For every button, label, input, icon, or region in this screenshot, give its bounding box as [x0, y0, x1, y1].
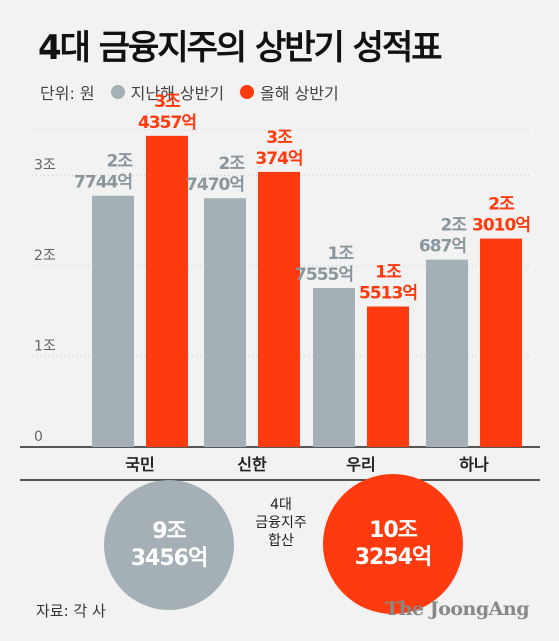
data-label: 5513억: [359, 283, 417, 303]
data-label: 1조: [375, 262, 402, 282]
data-label: 7555억: [295, 265, 353, 285]
data-label: 3조: [154, 92, 181, 112]
legend: 단위: 원 지난해 상반기 올해 상반기: [40, 80, 339, 104]
source-note: 자료: 각 사: [36, 602, 106, 620]
data-label: 2조: [441, 216, 468, 236]
total-this-year-line2: 3254억: [354, 545, 432, 570]
unit-label: 단위: 원: [40, 84, 95, 103]
bar: [313, 288, 355, 447]
bar: [258, 171, 300, 447]
data-label: 374억: [255, 149, 302, 169]
total-caption-line2: 금융지주: [255, 515, 307, 532]
total-last-year-circle: 9조 3456억: [104, 480, 234, 610]
data-label: 1조: [328, 244, 355, 264]
bar: [367, 306, 409, 447]
bar: [480, 238, 522, 447]
data-label: 2조: [488, 195, 515, 215]
y-tick-label: 3조: [34, 157, 56, 173]
legend-label-last-year: 지난해 상반기: [130, 84, 225, 103]
y-tick-label: 0: [34, 429, 43, 445]
x-tick-label: 우리: [346, 455, 375, 474]
data-label: 687억: [419, 237, 466, 257]
total-last-year-line2: 3456억: [130, 546, 208, 571]
data-label: 7470억: [186, 175, 244, 195]
data-label: 7744억: [74, 173, 132, 193]
legend-label-this-year: 올해 상반기: [260, 84, 339, 103]
bar: [204, 198, 246, 447]
chart-title: 4대 금융지주의 상반기 성적표: [38, 28, 443, 68]
total-caption: 4대 금융지주 합산: [246, 496, 316, 551]
data-label: 4357억: [138, 113, 196, 133]
total-this-year-circle: 10조 3254억: [323, 474, 463, 614]
legend-swatch-last-year: [110, 85, 125, 99]
y-tick-label: 1조: [34, 338, 56, 354]
data-label: 2조: [107, 152, 134, 172]
total-caption-line3: 합산: [268, 533, 294, 550]
bar: [426, 259, 468, 447]
total-last-year-line1: 9조: [152, 518, 187, 544]
total-caption-line1: 4대: [270, 497, 292, 513]
x-tick-label: 하나: [459, 455, 489, 474]
x-tick-label: 국민: [125, 455, 154, 474]
brand-logo: The JoongAng: [385, 598, 529, 620]
bar: [146, 135, 188, 448]
y-tick-label: 2조: [34, 248, 56, 264]
total-this-year-line1: 10조: [369, 517, 418, 543]
x-tick-label: 신한: [237, 455, 267, 474]
data-label: 2조: [219, 154, 246, 174]
data-label: 3조: [266, 128, 293, 148]
data-label: 3010억: [472, 216, 530, 236]
legend-swatch-this-year: [240, 85, 255, 99]
bar: [92, 195, 134, 447]
